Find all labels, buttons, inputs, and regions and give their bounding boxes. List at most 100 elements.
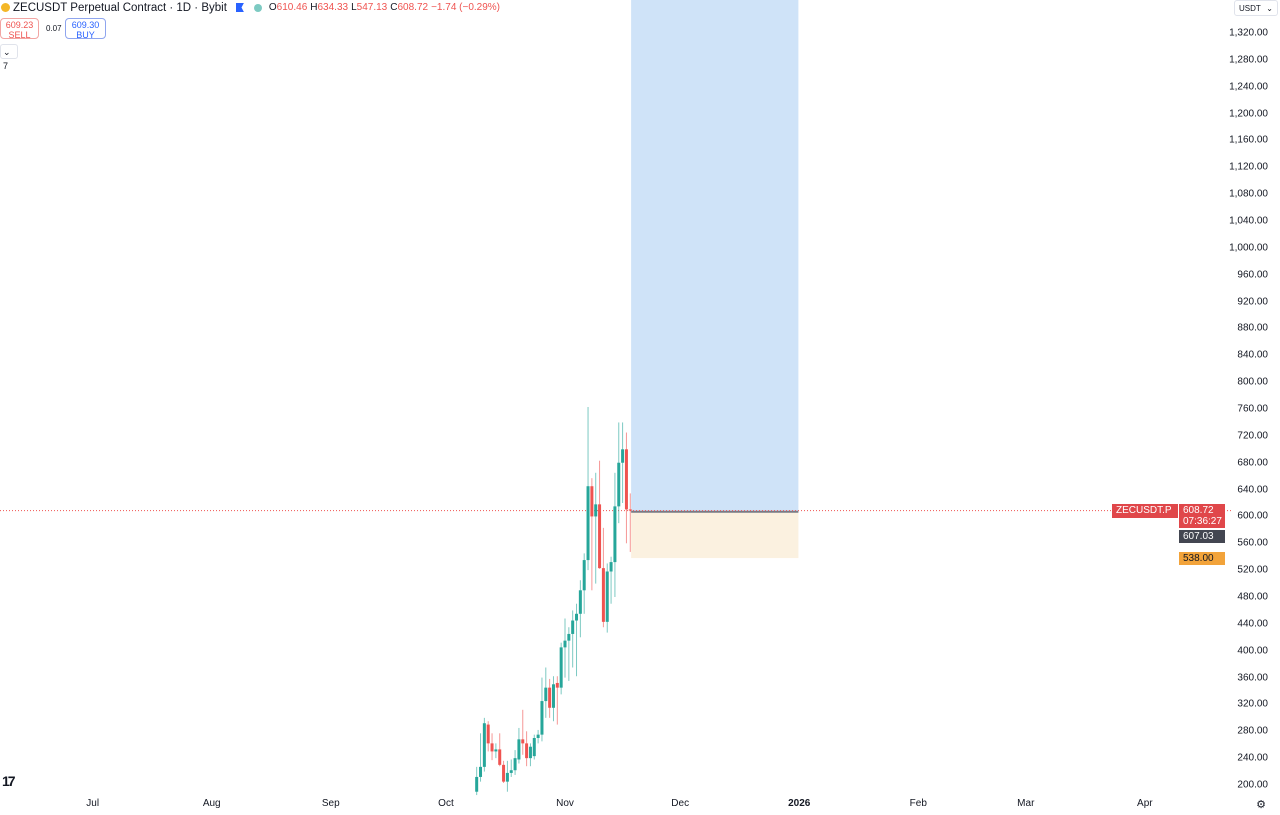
candle-body xyxy=(555,682,559,688)
candle xyxy=(548,678,552,718)
chevron-down-icon: ⌄ xyxy=(1266,4,1273,13)
flag-icon[interactable] xyxy=(235,3,244,12)
candle-body xyxy=(475,776,479,792)
candle xyxy=(617,422,621,524)
price-tick-label: 1,040.00 xyxy=(1229,215,1268,227)
price-tick-label: 400.00 xyxy=(1237,645,1268,657)
price-tick-label: 1,240.00 xyxy=(1229,81,1268,93)
price-tick-label: 200.00 xyxy=(1237,779,1268,791)
price-tick-label: 1,120.00 xyxy=(1229,161,1268,173)
buy-button[interactable]: 609.30 BUY xyxy=(65,18,106,40)
candle-body xyxy=(544,687,548,702)
symbol-logo-icon xyxy=(1,3,10,12)
ohlc-low: L547.13 xyxy=(351,2,388,13)
candle xyxy=(540,677,544,742)
settings-icon[interactable]: ⚙ xyxy=(1256,799,1266,811)
market-status-icon xyxy=(253,3,262,12)
candle xyxy=(544,667,548,718)
time-tick-label: Mar xyxy=(1017,798,1035,809)
candle-body xyxy=(551,684,555,708)
candle-body xyxy=(605,571,609,622)
price-tick-label: 560.00 xyxy=(1237,537,1268,549)
candle-body xyxy=(601,568,605,622)
time-tick-label: Apr xyxy=(1137,798,1153,809)
candle-body xyxy=(521,739,525,744)
candle xyxy=(628,493,632,552)
candle-body xyxy=(575,613,579,621)
candle xyxy=(582,553,586,614)
symbol-title[interactable]: ZECUSDT Perpetual Contract · 1D · Bybit xyxy=(13,1,227,14)
candle xyxy=(513,750,517,775)
long-position-tool[interactable] xyxy=(631,0,799,559)
candle xyxy=(567,627,571,681)
price-tick-label: 880.00 xyxy=(1237,322,1268,334)
candle xyxy=(605,563,609,633)
candle-body xyxy=(621,449,625,463)
candle xyxy=(598,460,602,569)
candles xyxy=(475,407,632,796)
tradingview-logo[interactable]: 17 xyxy=(2,773,16,789)
candle-body xyxy=(517,739,521,760)
candle-body xyxy=(536,734,540,739)
price-tick-label: 1,320.00 xyxy=(1229,27,1268,39)
candle-body xyxy=(586,486,590,561)
candle-body xyxy=(490,743,494,752)
entry-price-tag: 607.03 xyxy=(1179,529,1225,543)
price-tick-label: 360.00 xyxy=(1237,672,1268,684)
time-tick-label: Jul xyxy=(86,798,100,809)
symbol-price-tag: ZECUSDT.P xyxy=(1112,503,1178,518)
candle-body xyxy=(548,687,552,708)
indicators-toggle[interactable]: ⌄ 7 xyxy=(0,44,18,71)
time-tick-label: Oct xyxy=(438,798,454,809)
candle-body xyxy=(528,746,532,759)
candle xyxy=(551,676,555,722)
candle xyxy=(482,717,486,772)
time-tick-label: Nov xyxy=(556,798,574,809)
candle-body xyxy=(609,562,613,572)
price-tick-label: 520.00 xyxy=(1237,564,1268,576)
ohlc-high: H634.33 xyxy=(310,2,349,13)
candle-body xyxy=(513,758,517,771)
ohlc-close: C608.72 xyxy=(390,2,429,13)
candle xyxy=(505,760,509,792)
candle-body xyxy=(594,504,598,517)
candle-body xyxy=(578,590,582,614)
price-tick-label: 800.00 xyxy=(1237,376,1268,388)
price-tick-label: 320.00 xyxy=(1237,698,1268,710)
candle xyxy=(578,580,582,638)
candle-body xyxy=(563,640,567,648)
time-tick-label: Dec xyxy=(671,798,690,809)
candle xyxy=(601,527,605,628)
candle-body xyxy=(624,449,628,510)
candle-body xyxy=(498,749,502,765)
price-tick-label: 840.00 xyxy=(1237,349,1268,361)
candle xyxy=(590,478,594,591)
price-tick-label: 440.00 xyxy=(1237,618,1268,630)
price-tick-label: 1,280.00 xyxy=(1229,54,1268,66)
candle xyxy=(525,731,529,767)
candle xyxy=(475,766,479,796)
time-tick-label: 2026 xyxy=(788,798,811,809)
price-tick-label: 920.00 xyxy=(1237,296,1268,308)
price-tick-label: 480.00 xyxy=(1237,591,1268,603)
currency-select[interactable]: USDT ⌄ xyxy=(1234,0,1278,16)
price-tick-label: 1,000.00 xyxy=(1229,242,1268,254)
candle-body xyxy=(509,770,513,773)
candle xyxy=(536,729,540,744)
price-tick-label: 240.00 xyxy=(1237,752,1268,764)
candle-body xyxy=(532,738,536,757)
price-tick-label: 760.00 xyxy=(1237,403,1268,415)
candle xyxy=(571,610,575,668)
price-tick-label: 960.00 xyxy=(1237,269,1268,281)
spread-value: 0.07 xyxy=(46,24,62,33)
candle xyxy=(624,432,628,544)
candle-body xyxy=(505,772,509,782)
candle-body xyxy=(540,701,544,735)
stop-price-tag: 538.00 xyxy=(1179,552,1225,566)
sell-button[interactable]: 609.23 SELL xyxy=(0,18,39,40)
candle xyxy=(621,422,625,504)
candle xyxy=(575,603,579,677)
candle xyxy=(532,734,536,760)
price-tick-label: 680.00 xyxy=(1237,457,1268,469)
